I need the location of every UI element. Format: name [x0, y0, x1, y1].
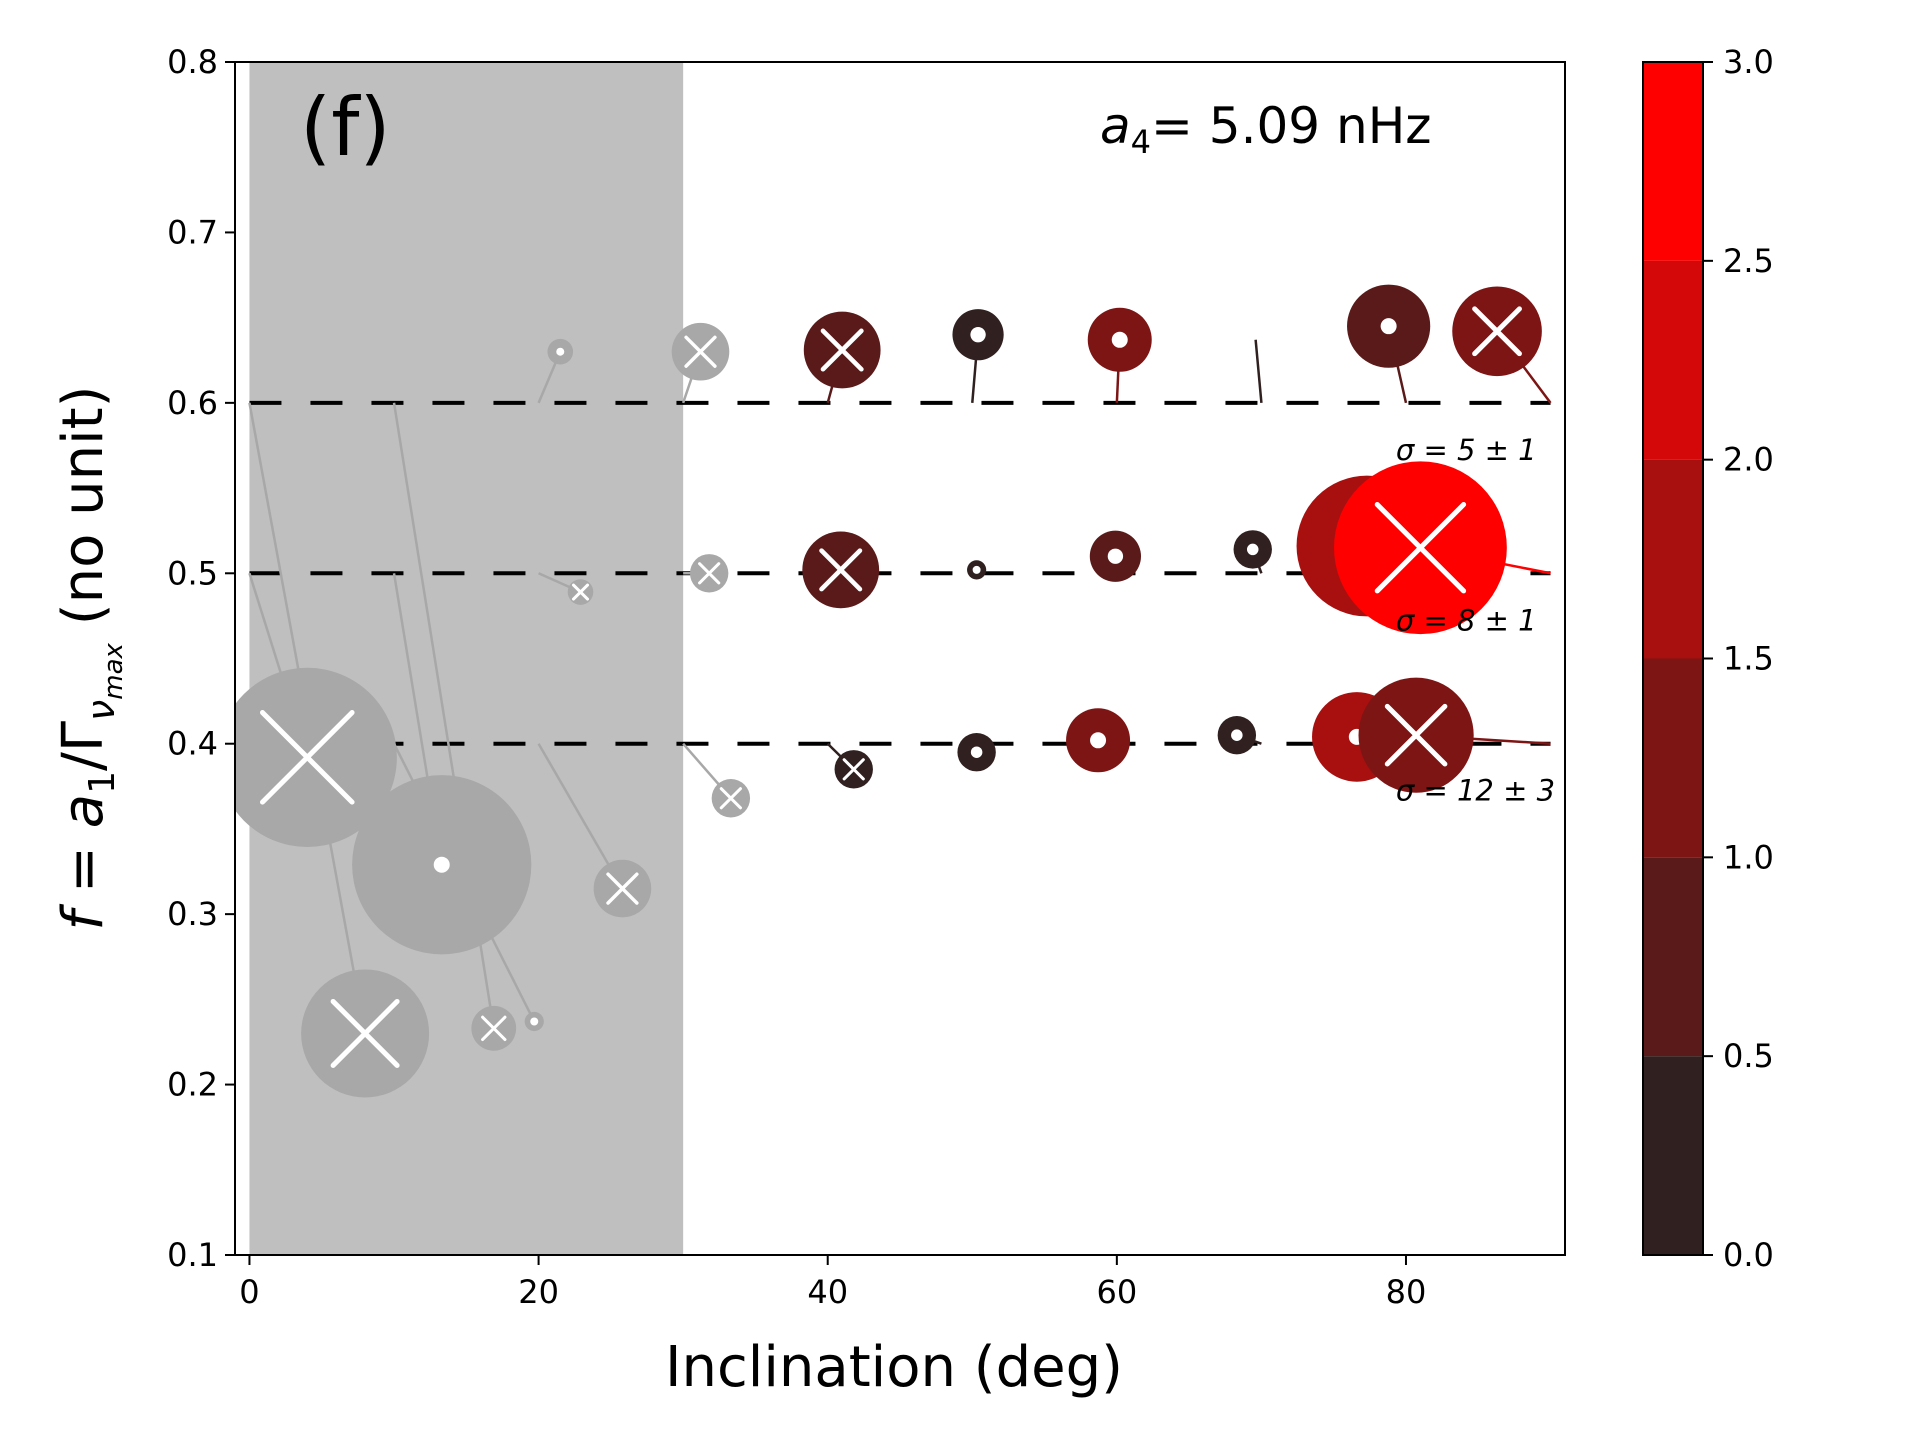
x-marker-stroke [698, 562, 721, 585]
x-marker-stroke [1384, 703, 1448, 767]
x-marker-stroke [481, 1015, 507, 1042]
colorbar-bin [1643, 62, 1703, 261]
colorbar-tick-label: 1.0 [1723, 838, 1774, 876]
y-tick-label: 0.3 [167, 895, 218, 933]
connector-line [1254, 339, 1263, 403]
colorbar-bin [1643, 857, 1703, 1057]
y-tick-label: 0.6 [167, 384, 218, 422]
x-marker [572, 583, 590, 601]
ylabel-a: a [51, 794, 116, 828]
y-tick-label: 0.1 [167, 1236, 218, 1274]
y-tick-label: 0.8 [167, 43, 218, 81]
dot-marker [970, 746, 983, 758]
colorbar-bin [1643, 658, 1703, 858]
x-marker-stroke [572, 583, 590, 601]
x-marker-stroke [719, 787, 742, 810]
panel-label: (f) [300, 81, 391, 174]
dot-marker [556, 347, 565, 356]
x-marker-stroke [1374, 502, 1467, 594]
dot-marker [970, 327, 986, 343]
x-tick-label: 20 [518, 1273, 559, 1311]
x-marker-stroke [259, 710, 355, 805]
marker-circle [235, 667, 397, 847]
colorbar-tick-label: 2.5 [1723, 242, 1774, 280]
ylabel-eq: = [51, 828, 116, 911]
colorbar-ticks: 0.0 0.5 1.0 1.5 2.0 2.5 3.0 [1703, 43, 1774, 1274]
a4-symbol: a [1100, 97, 1131, 155]
dot-marker [530, 1017, 539, 1026]
x-marker [259, 710, 355, 805]
x-marker-stroke [606, 872, 639, 905]
x-marker [1384, 703, 1448, 767]
x-marker [842, 758, 865, 781]
ylabel-gamma: /Γ [51, 721, 116, 771]
ylabel-nu-sub: max [99, 642, 129, 699]
x-tick-label: 0 [239, 1273, 259, 1311]
data-markers [235, 284, 1542, 1098]
dot-marker [1111, 331, 1128, 348]
sigma-label: σ = 12 ± 3 [1396, 774, 1555, 808]
colorbar [1643, 62, 1703, 1255]
a4-value: = 5.09 nHz [1151, 97, 1432, 155]
dot-marker [1246, 543, 1259, 556]
x-marker [698, 562, 721, 585]
x-tick-label: 40 [807, 1273, 848, 1311]
ylabel-nu: ν [79, 700, 123, 721]
dot-marker [1107, 548, 1124, 564]
ylabel-unit: (no unit) [51, 385, 116, 643]
x-axis-label: Inclination (deg) [665, 1335, 1123, 1400]
sigma-label: σ = 8 ± 1 [1396, 603, 1537, 637]
a4-subscript: 4 [1131, 123, 1151, 161]
x-marker-stroke [842, 758, 865, 781]
y-tick-label: 0.2 [167, 1066, 218, 1104]
sigma-label: σ = 5 ± 1 [1396, 433, 1537, 467]
y-tick-label: 0.7 [167, 213, 218, 251]
colorbar-tick-label: 0.0 [1723, 1236, 1774, 1274]
dot-marker [1231, 729, 1243, 741]
excluded-inclination-region [249, 62, 684, 1255]
x-marker [820, 328, 864, 372]
colorbar-bin [1643, 260, 1703, 460]
colorbar-bin [1643, 1056, 1703, 1255]
y-axis-label: f = a1/Γνmax (no unit) [51, 385, 129, 930]
x-axis-ticks: 0 20 40 60 80 [239, 1255, 1426, 1311]
x-marker-stroke [1472, 306, 1522, 357]
x-marker [330, 998, 400, 1068]
y-axis-ticks: 0.1 0.2 0.3 0.4 0.5 0.6 0.7 0.8 [167, 43, 235, 1274]
dot-marker [1090, 732, 1107, 749]
x-marker-stroke [819, 548, 863, 592]
x-tick-label: 80 [1386, 1273, 1427, 1311]
x-marker [1472, 306, 1522, 357]
x-marker [819, 548, 863, 592]
x-marker [481, 1015, 507, 1042]
colorbar-tick-label: 0.5 [1723, 1037, 1774, 1075]
a4-annotation: a4= 5.09 nHz [1100, 97, 1432, 161]
axes-frame [234, 61, 1566, 1256]
dot-marker [972, 565, 981, 574]
x-marker [719, 787, 742, 810]
x-marker [1374, 502, 1467, 594]
y-tick-label: 0.5 [167, 554, 218, 592]
y-tick-label: 0.4 [167, 725, 218, 763]
sigma-labels: σ = 5 ± 1 σ = 8 ± 1 σ = 12 ± 3 [1396, 433, 1555, 808]
dot-marker [1380, 318, 1397, 335]
x-marker [606, 872, 639, 905]
plot-area [235, 62, 1552, 1255]
dot-marker [433, 856, 450, 873]
x-marker-stroke [820, 328, 864, 372]
x-marker-stroke [330, 998, 400, 1068]
x-tick-label: 60 [1096, 1273, 1137, 1311]
colorbar-tick-label: 1.5 [1723, 640, 1774, 678]
colorbar-bin [1643, 459, 1703, 659]
x-marker-stroke [684, 335, 717, 368]
x-marker [684, 335, 717, 368]
ylabel-a-sub: 1 [82, 771, 123, 794]
colorbar-tick-label: 2.0 [1723, 441, 1774, 479]
colorbar-tick-label: 3.0 [1723, 43, 1774, 81]
